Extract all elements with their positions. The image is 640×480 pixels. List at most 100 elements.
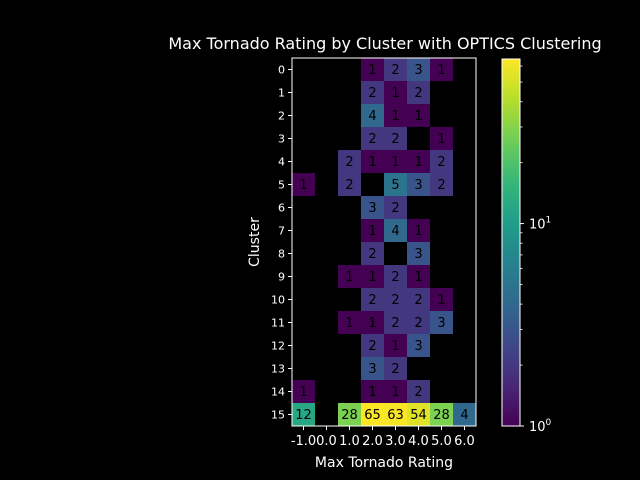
- heatmap-cell: [384, 219, 407, 242]
- heatmap-cell: [384, 311, 407, 334]
- cell-value-label: 4: [460, 408, 468, 423]
- cell-value-label: 1: [368, 63, 376, 78]
- heatmap-cell: [361, 219, 384, 242]
- cell-value-label: 1: [345, 316, 353, 331]
- cell-value-label: 3: [414, 63, 422, 78]
- cell-value-label: 1: [391, 385, 399, 400]
- y-tick-label: 15: [271, 409, 285, 422]
- cell-value-label: 1: [368, 316, 376, 331]
- heatmap-cell: [430, 311, 453, 334]
- cell-value-label: 2: [391, 63, 399, 78]
- heatmap-cell: [361, 403, 384, 426]
- heatmap-cell: [384, 127, 407, 150]
- y-tick-label: 14: [271, 386, 285, 399]
- heatmap-cell: [407, 173, 430, 196]
- heatmap-cell: [384, 380, 407, 403]
- heatmap-cell: [430, 127, 453, 150]
- x-tick-label: 2.0: [362, 434, 383, 449]
- heatmap-cell: [292, 173, 315, 196]
- heatmap-cell: [361, 311, 384, 334]
- heatmap-cell: [292, 380, 315, 403]
- cell-value-label: 2: [391, 362, 399, 377]
- heatmap-cells: 1 2 3 12 1 24 1 12 2 12 1 1 1 21 2 5 3 23 21 4 12 31 1 2 12 2 2 11 1…: [292, 58, 476, 426]
- y-tick-label: 4: [278, 156, 285, 169]
- cell-value-label: 2: [414, 385, 422, 400]
- x-tick-label: 4.0: [408, 434, 429, 449]
- cell-value-label: 2: [391, 293, 399, 308]
- cell-value-label: 2: [391, 270, 399, 285]
- heatmap-cell: [453, 403, 476, 426]
- y-tick-label: 6: [278, 202, 285, 215]
- cell-value-label: 4: [368, 109, 376, 124]
- heatmap-cell: [430, 58, 453, 81]
- cell-value-label: 3: [437, 316, 445, 331]
- x-tick-label: 3.0: [385, 434, 406, 449]
- heatmap-cell: [361, 242, 384, 265]
- cell-value-label: 12: [295, 408, 312, 423]
- y-axis-label: Cluster: [247, 217, 263, 267]
- cell-value-label: 2: [391, 316, 399, 331]
- heatmap-cell: [384, 288, 407, 311]
- cell-value-label: 2: [391, 201, 399, 216]
- cell-value-label: 2: [368, 293, 376, 308]
- cell-value-label: 28: [341, 408, 358, 423]
- cell-value-label: 2: [368, 132, 376, 147]
- cell-value-label: 1: [437, 132, 445, 147]
- y-tick-label: 5: [278, 179, 285, 192]
- cell-value-label: 54: [410, 408, 427, 423]
- cell-value-label: 2: [437, 178, 445, 193]
- y-tick-label: 0: [278, 64, 285, 77]
- heatmap-cell: [338, 150, 361, 173]
- cell-value-label: 4: [391, 224, 399, 239]
- heatmap-cell: [384, 58, 407, 81]
- cell-value-label: 3: [414, 339, 422, 354]
- y-tick-label: 3: [278, 133, 285, 146]
- cell-value-label: 1: [299, 385, 307, 400]
- y-tick-label: 13: [271, 363, 285, 376]
- cell-value-label: 2: [368, 339, 376, 354]
- y-tick-label: 1: [278, 87, 285, 100]
- cell-value-label: 2: [414, 86, 422, 101]
- x-axis: -1.0 0.0 1.0 2.0 3.0 4.0 5.0 6.0: [291, 426, 475, 449]
- cell-value-label: 3: [414, 247, 422, 262]
- heatmap-cell: [407, 219, 430, 242]
- heatmap-cell: [361, 357, 384, 380]
- heatmap-cell: [407, 265, 430, 288]
- heatmap-cell: [361, 58, 384, 81]
- heatmap-cell: [338, 173, 361, 196]
- y-tick-label: 11: [271, 317, 285, 330]
- heatmap-cell: [407, 150, 430, 173]
- heatmap-cell: [430, 288, 453, 311]
- cell-value-label: 1: [368, 155, 376, 170]
- heatmap-cell: [338, 403, 361, 426]
- y-tick-label: 10: [271, 294, 285, 307]
- y-tick-label: 9: [278, 271, 285, 284]
- heatmap-cell: [384, 173, 407, 196]
- cell-value-label: 1: [368, 224, 376, 239]
- heatmap-cell: [384, 150, 407, 173]
- heatmap-cell: [430, 403, 453, 426]
- heatmap-cell: [361, 265, 384, 288]
- heatmap-cell: [361, 288, 384, 311]
- cell-value-label: 1: [437, 293, 445, 308]
- cell-value-label: 1: [391, 86, 399, 101]
- y-tick-label: 7: [278, 225, 285, 238]
- x-axis-label: Max Tornado Rating: [315, 455, 453, 471]
- y-tick-label: 12: [271, 340, 285, 353]
- cell-value-label: 5: [391, 178, 399, 193]
- colorbar-tick-label: 100: [529, 418, 552, 435]
- cell-value-label: 1: [414, 270, 422, 285]
- heatmap-cell: [430, 173, 453, 196]
- cell-value-label: 1: [414, 109, 422, 124]
- cell-value-label: 2: [414, 316, 422, 331]
- cell-value-label: 3: [368, 201, 376, 216]
- cell-value-label: 2: [414, 293, 422, 308]
- heatmap-cell: [361, 380, 384, 403]
- heatmap-cell: [361, 150, 384, 173]
- cell-value-label: 1: [345, 270, 353, 285]
- heatmap-cell: [384, 104, 407, 127]
- heatmap-cell: [361, 81, 384, 104]
- x-tick-label: 0.0: [316, 434, 337, 449]
